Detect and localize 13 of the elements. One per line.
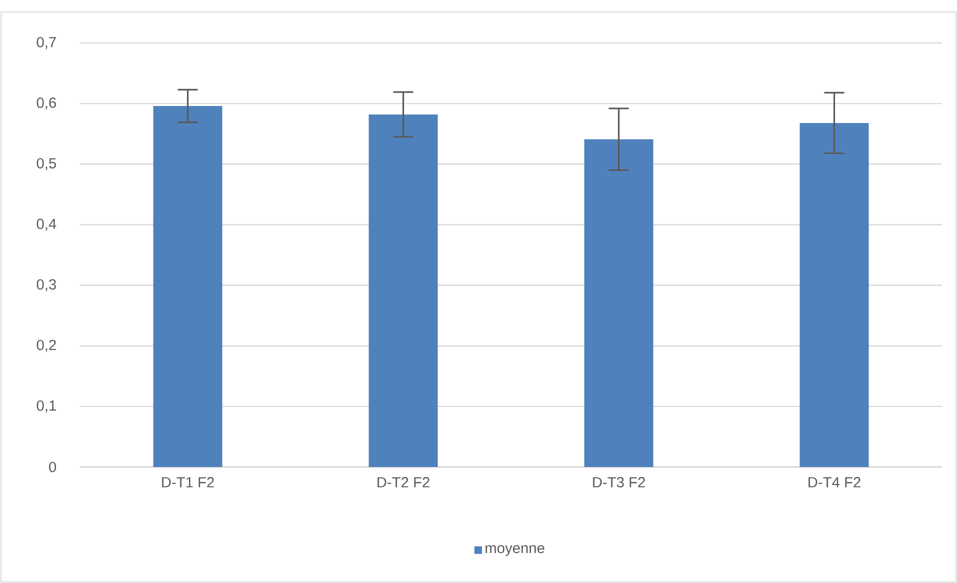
legend-label: moyenne	[486, 545, 544, 556]
x-tick-label: D-T2 F2	[378, 477, 430, 488]
y-tick-label: 0,1	[36, 400, 56, 412]
y-tick-label: 0,5	[36, 158, 56, 170]
x-tick-label: D-T4 F2	[808, 477, 860, 488]
x-tick-label: D-T1 F2	[162, 477, 214, 488]
y-tick-label: 0,7	[36, 36, 56, 50]
y-tick-label: 0,3	[36, 279, 56, 292]
x-tick-label: D-T3 F2	[593, 477, 645, 488]
y-tick-label: 0,2	[36, 340, 56, 352]
y-tick-label: 0	[49, 462, 56, 472]
y-tick-label: 0,6	[36, 98, 56, 110]
y-tick-label: 0,4	[36, 218, 56, 231]
